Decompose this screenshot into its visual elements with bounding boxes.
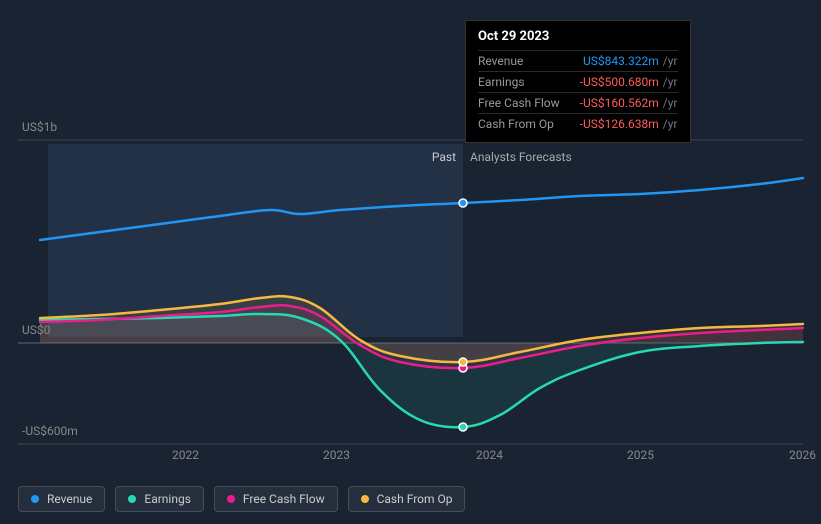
- legend-dot: [31, 495, 39, 503]
- tooltip-value: US$843.322m: [583, 54, 659, 68]
- legend-dot: [227, 495, 235, 503]
- tooltip-value: -US$160.562m: [580, 96, 659, 110]
- tooltip-date: Oct 29 2023: [478, 29, 678, 44]
- y-tick-2: -US$600m: [22, 424, 78, 438]
- x-tick-1: 2023: [323, 448, 350, 462]
- legend-item-fcf[interactable]: Free Cash Flow: [214, 486, 338, 512]
- chart-legend: Revenue Earnings Free Cash Flow Cash Fro…: [18, 486, 465, 512]
- x-tick-2: 2024: [476, 448, 503, 462]
- tooltip-unit: /yr: [663, 75, 678, 89]
- tooltip-unit: /yr: [663, 96, 678, 110]
- tooltip-label: Revenue: [478, 54, 523, 68]
- past-label: Past: [432, 150, 456, 164]
- chart-tooltip: Oct 29 2023 Revenue US$843.322m/yr Earni…: [465, 20, 691, 143]
- legend-label: Revenue: [47, 492, 92, 506]
- y-tick-0: US$1b: [22, 120, 57, 134]
- financials-chart: US$1b US$0 -US$600m 2022 2023 2024 2025 …: [0, 0, 821, 524]
- legend-label: Earnings: [144, 492, 191, 506]
- chart-svg: [0, 0, 821, 524]
- legend-item-cfo[interactable]: Cash From Op: [348, 486, 466, 512]
- tooltip-row-fcf: Free Cash Flow -US$160.562m/yr: [478, 92, 678, 113]
- tooltip-row-earnings: Earnings -US$500.680m/yr: [478, 71, 678, 92]
- legend-label: Free Cash Flow: [243, 492, 325, 506]
- tooltip-label: Cash From Op: [478, 117, 554, 131]
- tooltip-unit: /yr: [663, 117, 678, 131]
- legend-item-earnings[interactable]: Earnings: [115, 486, 204, 512]
- tooltip-label: Earnings: [478, 75, 525, 89]
- tooltip-label: Free Cash Flow: [478, 96, 560, 110]
- tooltip-row-revenue: Revenue US$843.322m/yr: [478, 50, 678, 71]
- x-tick-4: 2026: [789, 448, 816, 462]
- legend-dot: [128, 495, 136, 503]
- legend-item-revenue[interactable]: Revenue: [18, 486, 105, 512]
- y-tick-1: US$0: [22, 323, 50, 337]
- legend-label: Cash From Op: [377, 492, 453, 506]
- legend-dot: [361, 495, 369, 503]
- tooltip-value: -US$126.638m: [580, 117, 659, 131]
- tooltip-row-cfo: Cash From Op -US$126.638m/yr: [478, 113, 678, 134]
- forecasts-label: Analysts Forecasts: [470, 150, 572, 164]
- x-tick-3: 2025: [627, 448, 654, 462]
- x-tick-0: 2022: [172, 448, 199, 462]
- tooltip-unit: /yr: [663, 54, 678, 68]
- tooltip-value: -US$500.680m: [580, 75, 659, 89]
